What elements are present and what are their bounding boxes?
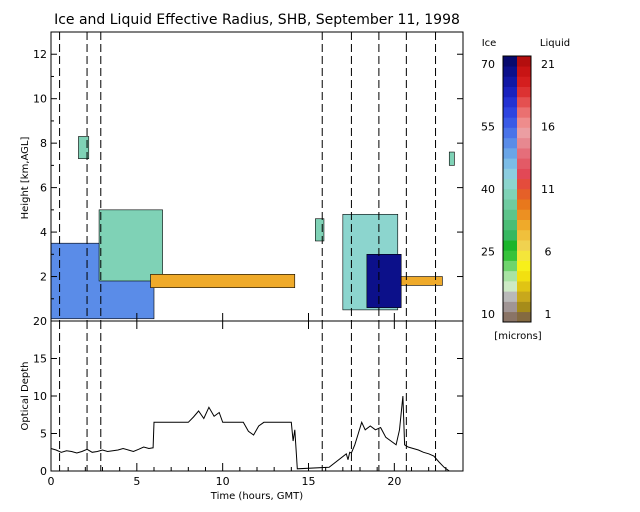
colorbar-liquid-swatch-24: [517, 66, 531, 77]
colorbar-liquid-swatch-7: [517, 240, 531, 251]
colorbar-ice-swatch-25: [503, 56, 517, 67]
colorbar-ice-swatch-24: [503, 66, 517, 77]
cloud-region-2: [78, 136, 90, 160]
colorbar-liquid-swatch-17: [517, 137, 531, 149]
bottom-plot-frame: [50, 320, 464, 472]
xtick-label-1: 5: [133, 475, 140, 488]
colorbar-liquid-swatch-3: [517, 281, 531, 292]
colorbar-ice-swatch-6: [503, 250, 517, 261]
cloud-region-8: [400, 276, 443, 286]
colorbar-liquid-tick-1: 16: [541, 121, 555, 134]
top-ytick-label-3: 8: [40, 137, 47, 150]
colorbar-liquid-swatch-11: [517, 199, 531, 210]
top-ytick-label-2: 6: [40, 182, 47, 195]
colorbar-ice-swatch-2: [503, 291, 517, 302]
colorbar-liquid-tick-4: 1: [545, 308, 552, 321]
colorbar-liquid-swatch-8: [517, 229, 531, 241]
bottom-y-axis-label: Optical Depth: [20, 362, 31, 431]
bottom-ytick-label-0: 0: [40, 465, 47, 478]
colorbar-liquid-swatch-10: [517, 209, 531, 220]
colorbar-ice-tick-3: 25: [481, 246, 495, 259]
colorbar-frame: [502, 55, 532, 323]
bottom-ytick-label-3: 15: [33, 353, 47, 366]
xtick-label-3: 15: [302, 475, 316, 488]
colorbar-ice-swatch-21: [503, 96, 517, 108]
colorbar-liquid-tick-3: 6: [545, 246, 552, 259]
colorbar-ice-swatch-23: [503, 76, 517, 87]
colorbar-ice-swatch-8: [503, 229, 517, 241]
colorbar-liquid-swatch-13: [517, 178, 531, 190]
colorbar-liquid-swatch-0: [517, 311, 531, 323]
colorbar-ice-swatch-20: [503, 107, 517, 118]
colorbar-ice-swatch-3: [503, 281, 517, 292]
colorbar-ice-swatch-16: [503, 148, 517, 159]
colorbar-liquid-swatch-5: [517, 260, 531, 272]
radius-plot: 2 4 6 8 10 12: [33, 31, 464, 322]
colorbar-ice-swatch-13: [503, 178, 517, 190]
colorbar-ice-swatch-5: [503, 260, 517, 272]
colorbar-liquid-swatch-23: [517, 76, 531, 87]
xtick-label-2: 10: [216, 475, 230, 488]
colorbar-ice-swatch-15: [503, 158, 517, 169]
colorbar-ice-swatch-11: [503, 199, 517, 210]
colorbar-ice-swatch-10: [503, 209, 517, 220]
cloud-region-7: [150, 274, 296, 288]
cloud-region-3: [315, 218, 325, 242]
chart-title: Ice and Liquid Effective Radius, SHB, Se…: [54, 12, 460, 28]
colorbar-liquid-swatch-4: [517, 270, 531, 282]
xtick-label-4: 20: [387, 475, 401, 488]
colorbar-ice-tick-0: 70: [481, 58, 495, 71]
top-ytick-label-0: 2: [40, 271, 47, 284]
colorbar-ice-swatch-17: [503, 137, 517, 149]
top-ytick-label-5: 12: [33, 48, 47, 61]
bottom-ytick-label-4: 20: [33, 315, 47, 328]
colorbar-ice-swatch-7: [503, 240, 517, 251]
colorbar-liquid-swatch-22: [517, 86, 531, 98]
colorbar-liquid-swatch-21: [517, 96, 531, 108]
colorbar-liquid-swatch-12: [517, 189, 531, 200]
bottom-ytick-label-1: 5: [40, 428, 47, 441]
cloud-region-5: [366, 254, 402, 308]
xtick-label-0: 0: [48, 475, 55, 488]
colorbar-liquid-swatch-20: [517, 107, 531, 118]
colorbar-liquid-swatch-25: [517, 56, 531, 67]
cloud-region-6: [448, 151, 455, 166]
x-axis-label: Time (hours, GMT): [210, 491, 304, 502]
colorbar-ice-swatch-9: [503, 219, 517, 231]
colorbar-liquid-swatch-9: [517, 219, 531, 231]
colorbar-ice-swatch-22: [503, 86, 517, 98]
colorbar-liquid-tick-0: 21: [541, 58, 555, 71]
colorbar-liquid-swatch-16: [517, 148, 531, 159]
colorbar-ice-swatch-4: [503, 270, 517, 282]
top-ytick-label-4: 10: [33, 93, 47, 106]
optical-depth-line: [50, 395, 450, 472]
top-y-axis-label: Height [km,AGL]: [20, 137, 31, 220]
colorbar-liquid-swatch-6: [517, 250, 531, 261]
colorbar: 70 21 55 16 40 11 25 6 10 1: [481, 55, 555, 323]
colorbar-ice-tick-4: 10: [481, 308, 495, 321]
colorbar-unit-label: [microns]: [494, 331, 541, 342]
cloud-region-1: [98, 209, 163, 282]
bottom-ytick-label-2: 10: [33, 390, 47, 403]
colorbar-ice-swatch-18: [503, 127, 517, 139]
colorbar-ice-tick-2: 40: [481, 183, 495, 196]
top-ytick-label-1: 4: [40, 226, 47, 239]
colorbar-liquid-swatch-18: [517, 127, 531, 139]
colorbar-ice-swatch-12: [503, 189, 517, 200]
colorbar-ice-tick-1: 55: [481, 121, 495, 134]
colorbar-ice-swatch-14: [503, 168, 517, 180]
colorbar-ice-label: Ice: [482, 38, 497, 49]
colorbar-liquid-tick-2: 11: [541, 183, 555, 196]
colorbar-liquid-swatch-15: [517, 158, 531, 169]
colorbar-ice-swatch-0: [503, 311, 517, 323]
colorbar-liquid-label: Liquid: [540, 38, 570, 49]
colorbar-liquid-swatch-1: [517, 301, 531, 313]
colorbar-ice-swatch-19: [503, 117, 517, 128]
colorbar-liquid-swatch-14: [517, 168, 531, 180]
colorbar-ice-swatch-1: [503, 301, 517, 313]
optical-depth-plot: 0 5 10 15 20 0 5 10 15 20: [33, 315, 464, 488]
colorbar-liquid-swatch-2: [517, 291, 531, 302]
colorbar-liquid-swatch-19: [517, 117, 531, 128]
